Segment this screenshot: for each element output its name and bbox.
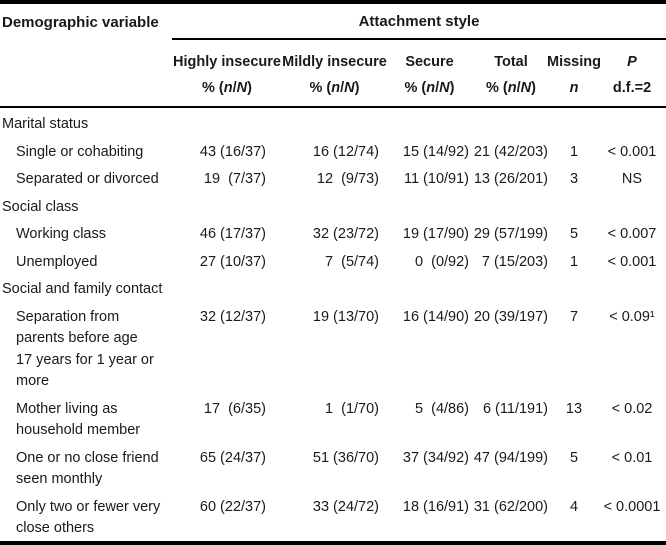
column-header-measure: n xyxy=(569,80,579,96)
row-label: Working class xyxy=(16,226,106,242)
cell-total: 13 (26/201) xyxy=(473,171,548,187)
table-header: Demographic variable Attachment style Hi… xyxy=(0,4,666,108)
cell-p: < 0.02 xyxy=(611,400,653,417)
section-label: Social class xyxy=(2,198,79,215)
cell-total: 47 (94/199) xyxy=(473,449,548,466)
column-header-label: P xyxy=(627,54,637,70)
column-header-label: Missing xyxy=(547,54,601,70)
cell-p: < 0.01 xyxy=(611,449,653,466)
data-row: Separated or divorced 19 (7/37) 12 (9/73) 1… xyxy=(0,163,666,191)
cell-secure: 18 (16/91) xyxy=(402,498,469,515)
data-row: One or no close friend seen monthly 65 (2… xyxy=(0,442,666,491)
row-label: One or no close friend seen monthly xyxy=(16,449,159,488)
section-label: Social and family contact xyxy=(2,281,163,297)
cell-highly-insecure: 43 (16/37) xyxy=(199,143,266,160)
cell-total: 31 (62/200) xyxy=(473,498,548,515)
cell-secure: 0 (0/92) xyxy=(415,253,469,270)
row-label: Mother living as household member xyxy=(16,400,141,439)
data-row: Single or cohabiting 43 (16/37) 16 (12/74)… xyxy=(0,136,666,164)
cell-highly-insecure: 19 (7/37) xyxy=(203,171,266,187)
column-header-label: Secure xyxy=(405,54,454,70)
cell-missing: 3 xyxy=(569,171,579,187)
column-header-total: Total % (n/N) xyxy=(472,40,550,106)
table-body: Marital status Single or cohabiting 43 (16… xyxy=(0,108,666,540)
cell-p: < 0.001 xyxy=(607,253,657,270)
cell-highly-insecure: 32 (12/37) xyxy=(199,308,266,325)
column-header-mildly-insecure: Mildly insecure % (n/N) xyxy=(282,40,387,106)
cell-secure: 19 (17/90) xyxy=(402,226,469,242)
section-row: Marital status xyxy=(0,108,666,136)
cell-total: 21 (42/203) xyxy=(473,143,548,160)
cell-missing: 1 xyxy=(569,253,579,270)
cell-total: 6 (11/191) xyxy=(482,400,548,417)
cell-total: 20 (39/197) xyxy=(473,308,548,325)
cell-p: < 0.09¹ xyxy=(609,308,655,325)
cell-p: < 0.007 xyxy=(607,226,657,242)
column-header-label: Total xyxy=(494,54,528,70)
data-row: Working class 46 (17/37) 32 (23/72) 19 (17/… xyxy=(0,218,666,246)
cell-secure: 37 (34/92) xyxy=(402,449,469,466)
row-label: Only two or fewer very close others xyxy=(16,498,161,537)
column-header-label: Mildly insecure xyxy=(282,54,387,70)
column-header-measure: % (n/N) xyxy=(404,80,455,96)
attachment-style-span: Attachment style xyxy=(172,4,666,40)
cell-total: 29 (57/199) xyxy=(473,226,548,242)
cell-highly-insecure: 60 (22/37) xyxy=(199,498,266,515)
cell-p: NS xyxy=(621,171,643,187)
data-row: Unemployed 27 (10/37) 7 (5/74) 0 (0/92) 7 (1… xyxy=(0,246,666,274)
row-label: Single or cohabiting xyxy=(16,143,144,160)
header-row-columns: Highly insecure % (n/N) Mildly insecure % (… xyxy=(0,40,666,106)
cell-missing: 7 xyxy=(569,308,579,325)
column-header-secure: Secure % (n/N) xyxy=(387,40,472,106)
cell-p: < 0.0001 xyxy=(603,498,661,515)
cell-missing: 13 xyxy=(565,400,583,417)
cell-p: < 0.001 xyxy=(607,143,657,160)
cell-highly-insecure: 65 (24/37) xyxy=(199,449,266,466)
cell-mildly-insecure: 16 (12/74) xyxy=(312,143,379,160)
demographic-variable-header: Demographic variable xyxy=(2,13,159,31)
header-row-span: Demographic variable Attachment style xyxy=(0,4,666,40)
cell-mildly-insecure: 33 (24/72) xyxy=(312,498,379,515)
column-header-measure: % (n/N) xyxy=(202,80,252,96)
header-spacer xyxy=(0,40,172,106)
column-header-missing: Missing n xyxy=(547,40,601,106)
cell-secure: 15 (14/92) xyxy=(402,143,469,160)
row-label: Separation from parents before age 17 ye… xyxy=(16,308,154,390)
attachment-style-header: Attachment style xyxy=(358,12,480,30)
section-row: Social class xyxy=(0,191,666,219)
data-row: Separation from parents before age 17 ye… xyxy=(0,301,666,393)
cell-total: 7 (15/203) xyxy=(481,253,548,270)
cell-secure: 5 (4/86) xyxy=(415,400,469,417)
cell-secure: 16 (14/90) xyxy=(402,308,469,325)
section-row: Social and family contact xyxy=(0,273,666,301)
column-header-measure: % (n/N) xyxy=(309,80,360,96)
row-label: Separated or divorced xyxy=(16,171,159,187)
cell-mildly-insecure: 19 (13/70) xyxy=(312,308,379,325)
cell-mildly-insecure: 12 (9/73) xyxy=(316,171,379,187)
column-header-highly-insecure: Highly insecure % (n/N) xyxy=(172,40,282,106)
cell-secure: 11 (10/91) xyxy=(403,171,469,187)
column-header-measure: % (n/N) xyxy=(486,80,536,96)
row-label: Unemployed xyxy=(16,253,98,270)
data-row: Only two or fewer very close others 60 (2… xyxy=(0,491,666,540)
cell-highly-insecure: 27 (10/37) xyxy=(199,253,266,270)
cell-mildly-insecure: 32 (23/72) xyxy=(312,226,379,242)
cell-missing: 5 xyxy=(569,226,579,242)
cell-highly-insecure: 17 (6/35) xyxy=(203,400,266,417)
data-row: Mother living as household member 17 (6/3… xyxy=(0,393,666,442)
cell-missing: 5 xyxy=(569,449,579,466)
cell-mildly-insecure: 51 (36/70) xyxy=(312,449,379,466)
column-header-measure: d.f.=2 xyxy=(612,80,652,96)
section-label: Marital status xyxy=(2,116,89,132)
cell-missing: 4 xyxy=(569,498,579,515)
cell-mildly-insecure: 1 (1/70) xyxy=(325,400,379,417)
cell-missing: 1 xyxy=(569,143,579,160)
cell-highly-insecure: 46 (17/37) xyxy=(199,226,266,242)
column-header-label: Highly insecure xyxy=(173,54,281,70)
cell-mildly-insecure: 7 (5/74) xyxy=(325,253,379,270)
